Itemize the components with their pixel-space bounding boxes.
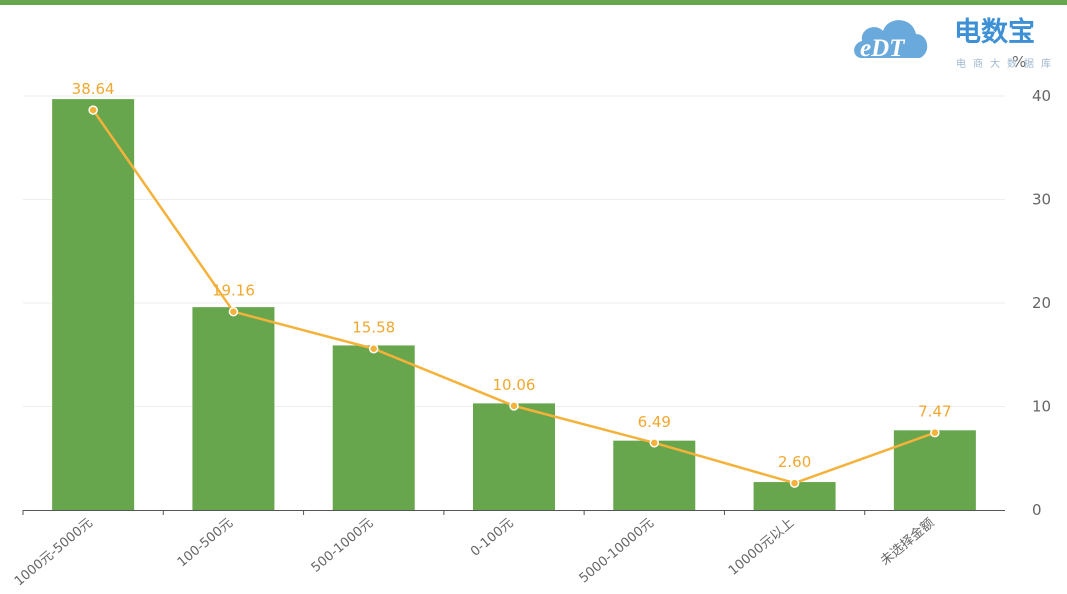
line-point: [368, 343, 379, 354]
logo-subtitle: 电商大数据库: [956, 57, 1058, 70]
data-label: 19.16: [212, 282, 255, 300]
bar: [52, 99, 135, 510]
line-point: [930, 427, 940, 438]
x-tick-label: 1000元-5000元: [12, 516, 96, 590]
x-tick-label: 10000元以上: [726, 516, 797, 579]
line-point: [789, 478, 800, 488]
data-label: 38.64: [72, 80, 115, 98]
data-label: 6.49: [638, 413, 671, 431]
data-label: 2.60: [778, 453, 811, 471]
logo-mark: eDT: [860, 35, 906, 62]
gridlines: [23, 95, 1005, 407]
bar: [192, 307, 275, 510]
cloud-icon: [854, 20, 928, 58]
logo: eDT 电数宝 电商大数据库: [850, 4, 1065, 72]
bar: [613, 440, 696, 510]
logo-title: 电数宝: [954, 16, 1035, 48]
bar: [473, 403, 555, 510]
y-tick-label: 0: [1032, 501, 1042, 519]
data-label: 15.58: [352, 319, 395, 337]
x-tick-label: 0-100元: [468, 516, 517, 560]
x-tick-label: 100-500元: [175, 516, 236, 571]
y-unit-label: %: [1012, 53, 1026, 71]
data-label: 7.47: [918, 403, 951, 421]
bar: [332, 345, 415, 510]
y-tick-label: 30: [1032, 191, 1051, 209]
y-tick-label: 10: [1032, 398, 1051, 416]
x-tick-label: 500-1000元: [309, 516, 377, 576]
data-labels: 38.64 19.16 15.58 10.06 6.49 2.60 7.47: [72, 80, 952, 471]
y-tick-label: 20: [1032, 294, 1051, 312]
bars: [52, 99, 976, 510]
y-tick-label: 40: [1032, 87, 1051, 105]
data-label: 10.06: [493, 376, 536, 394]
line-point: [228, 306, 239, 317]
top-accent-bar: [0, 0, 1067, 5]
x-tick-label: 5000-10000元: [577, 516, 657, 587]
line-series: [88, 105, 940, 488]
line-point: [88, 105, 98, 115]
x-tick-label: 未选择金额: [877, 515, 937, 569]
line-point: [509, 401, 519, 411]
line-point: [649, 438, 660, 448]
